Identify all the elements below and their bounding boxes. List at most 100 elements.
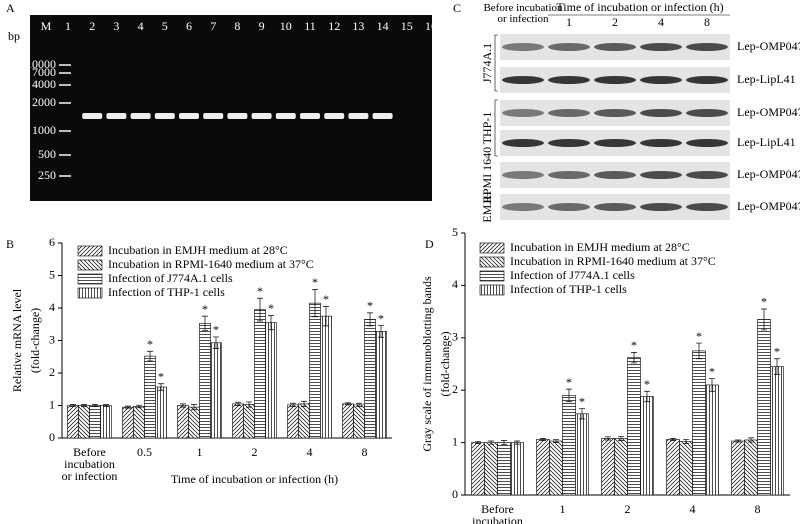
lane-label: 4 (138, 19, 144, 33)
row-label: Lep-LipL41 (737, 72, 796, 86)
error-bar (103, 404, 109, 407)
dna-band (251, 113, 272, 119)
bar (133, 406, 145, 439)
x-tick-label: 8 (754, 502, 761, 516)
lane-label: 7 (210, 19, 216, 33)
bar (549, 440, 563, 496)
panel-letter: B (6, 237, 14, 251)
bar (627, 357, 641, 496)
bar (497, 442, 511, 496)
error-bar (257, 297, 263, 322)
gel (30, 15, 432, 201)
time-label: 4 (658, 15, 664, 29)
blot-band (594, 76, 636, 84)
bar (309, 302, 321, 439)
group-label: J774A.1 (480, 43, 494, 83)
bar (199, 322, 211, 439)
ladder-band (59, 72, 71, 74)
ladder-label: 1000 (32, 123, 56, 137)
dna-band (203, 113, 224, 119)
ladder-band (59, 154, 71, 156)
y-axis-title: Relative mRNA level (10, 288, 24, 392)
blot-band (686, 109, 728, 117)
significance-marker: * (579, 394, 585, 408)
significance-marker: * (644, 377, 650, 391)
error-bar (345, 402, 351, 406)
legend-label: Infection of J774A.1 cells (108, 271, 233, 285)
blot-band (594, 139, 636, 147)
bar (353, 404, 365, 439)
bar (210, 342, 222, 439)
y-tick-label: 5 (49, 267, 55, 281)
group-label: THP-1 (480, 112, 494, 145)
bar (78, 405, 90, 439)
significance-marker: * (631, 338, 637, 352)
bar (188, 406, 200, 439)
significance-marker: * (566, 375, 572, 389)
header-before: Before incubation or infection (483, 2, 563, 25)
legend-label: Infection of J774A.1 cells (510, 268, 635, 282)
dna-band (324, 113, 345, 119)
group-bracket (494, 99, 498, 157)
blot-band (502, 43, 544, 51)
error-bar (356, 402, 362, 407)
blot-band (640, 76, 682, 84)
blot-band (548, 43, 590, 51)
ladder-label: 2000 (32, 95, 56, 109)
significance-marker: * (709, 364, 715, 378)
blot-band (640, 203, 682, 211)
error-bar (670, 438, 676, 441)
bar (144, 355, 156, 439)
lane-label: 13 (352, 19, 364, 33)
blot-band (502, 171, 544, 179)
bar (679, 441, 693, 496)
y-tick-label: 0 (49, 430, 55, 444)
blot-band (640, 43, 682, 51)
blot-band (594, 43, 636, 51)
bar (562, 395, 576, 496)
error-bar (501, 440, 507, 446)
significance-marker: * (158, 369, 164, 383)
bar (232, 403, 244, 439)
blot-band (640, 171, 682, 179)
blot-band (686, 43, 728, 51)
error-bar (618, 435, 624, 441)
bar (320, 315, 332, 439)
bar (536, 439, 550, 496)
bar (744, 439, 758, 496)
time-label: 1 (566, 15, 572, 29)
error-bar (125, 405, 131, 409)
legend-label: Incubation in RPMI-1640 medium at 37°C (510, 254, 716, 268)
significance-marker: * (378, 311, 384, 325)
group-label: RPMI 1640 (480, 147, 494, 203)
error-bar (540, 438, 546, 441)
y-tick-label: 1 (452, 434, 458, 448)
bar (298, 403, 310, 439)
blot-band (640, 139, 682, 147)
ladder-band (59, 84, 71, 86)
group-label: EMJH (480, 191, 494, 223)
error-bar (748, 437, 754, 443)
error-bar (147, 350, 153, 362)
error-bar (735, 439, 741, 443)
error-bar (191, 404, 197, 411)
bar (243, 404, 255, 439)
panel-letter: A (6, 1, 15, 15)
lane-label: 3 (113, 19, 119, 33)
error-bar (761, 308, 767, 331)
y-axis-title: (fold-change) (438, 331, 452, 396)
error-bar (514, 440, 520, 445)
x-tick-label: Before incubation or infection (61, 445, 118, 483)
error-bar (301, 400, 307, 407)
lane-label: 6 (186, 19, 192, 33)
dna-band (106, 113, 127, 119)
blot-band (502, 139, 544, 147)
significance-marker: * (213, 323, 219, 337)
y-tick-label: 5 (452, 225, 458, 239)
significance-marker: * (761, 295, 767, 309)
y-tick-label: 0 (452, 487, 458, 501)
error-bar (235, 401, 241, 406)
blot-band (548, 171, 590, 179)
error-bar (213, 336, 219, 349)
